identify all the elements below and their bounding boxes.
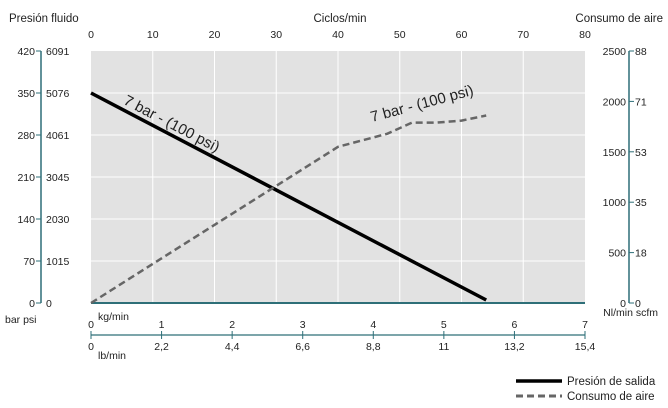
tick-label-nl: 0 bbox=[620, 298, 626, 310]
tick-label-bar: 350 bbox=[17, 88, 35, 100]
tick-label-nl: 500 bbox=[608, 248, 626, 260]
tick-label-kg: 4 bbox=[370, 319, 376, 331]
tick-label-lb: 11 bbox=[438, 341, 449, 353]
tick-label-scfm: 18 bbox=[635, 248, 647, 260]
series-line-consumo bbox=[90, 114, 487, 305]
tick-label-kg: 3 bbox=[300, 319, 306, 331]
tick-label-nl: 1500 bbox=[603, 147, 627, 159]
tick-label-bar: 210 bbox=[17, 172, 35, 184]
tick-label-cycles: 80 bbox=[579, 29, 591, 41]
header-top: Ciclos/min bbox=[313, 13, 366, 25]
legend: Presión de salida Consumo de aire bbox=[516, 376, 656, 403]
unit-kg-min: kg/min bbox=[98, 311, 129, 323]
tick-label-cycles: 40 bbox=[332, 29, 344, 41]
tick-label-scfm: 35 bbox=[635, 197, 647, 209]
legend-label-presion: Presión de salida bbox=[567, 376, 656, 388]
tick-label-psi: 6091 bbox=[46, 46, 70, 58]
tick-label-psi: 4061 bbox=[46, 130, 70, 142]
tick-label-lb: 4,4 bbox=[225, 341, 240, 353]
tick-label-cycles: 60 bbox=[456, 29, 468, 41]
tick-label-kg: 7 bbox=[582, 319, 588, 331]
tick-label-lb: 6,6 bbox=[295, 341, 310, 353]
tick-label-cycles: 0 bbox=[88, 29, 94, 41]
tick-label-cycles: 20 bbox=[209, 29, 221, 41]
tick-label-psi: 3045 bbox=[46, 172, 70, 184]
tick-label-lb: 8,8 bbox=[366, 341, 381, 353]
tick-label-cycles: 30 bbox=[270, 29, 282, 41]
tick-label-bar: 70 bbox=[23, 256, 35, 268]
tick-label-lb: 13,2 bbox=[504, 341, 525, 353]
tick-label-psi: 1015 bbox=[46, 256, 70, 268]
tick-label-nl: 2000 bbox=[603, 96, 627, 108]
tick-label-kg: 5 bbox=[441, 319, 447, 331]
tick-label-nl: 1000 bbox=[603, 197, 627, 209]
tick-label-bar: 140 bbox=[17, 214, 35, 226]
tick-label-scfm: 71 bbox=[635, 96, 647, 108]
legend-label-consumo: Consumo de aire bbox=[567, 391, 655, 403]
tick-label-cycles: 70 bbox=[517, 29, 529, 41]
tick-label-scfm: 0 bbox=[635, 298, 641, 310]
tick-label-kg: 1 bbox=[159, 319, 165, 331]
unit-lb-min: lb/min bbox=[98, 350, 126, 362]
tick-label-kg: 0 bbox=[88, 319, 94, 331]
tick-label-bar: 420 bbox=[17, 46, 35, 58]
header-left: Presión fluido bbox=[9, 13, 79, 25]
tick-label-cycles: 10 bbox=[147, 29, 159, 41]
tick-label-kg: 6 bbox=[512, 319, 518, 331]
unit-nl-scfm: Nl/min scfm bbox=[603, 307, 658, 319]
tick-label-scfm: 88 bbox=[635, 46, 647, 58]
tick-label-lb: 2,2 bbox=[154, 341, 169, 353]
tick-label-bar: 280 bbox=[17, 130, 35, 142]
tick-label-scfm: 53 bbox=[635, 147, 647, 159]
tick-label-kg: 2 bbox=[229, 319, 235, 331]
tick-label-lb: 15,4 bbox=[575, 341, 596, 353]
tick-label-nl: 2500 bbox=[603, 46, 627, 58]
tick-label-psi: 2030 bbox=[46, 214, 70, 226]
header-right: Consumo de aire bbox=[575, 13, 663, 25]
tick-label-lb: 0 bbox=[88, 341, 94, 353]
tick-label-cycles: 50 bbox=[394, 29, 406, 41]
series-line-presion bbox=[90, 91, 488, 302]
tick-label-psi: 0 bbox=[46, 298, 52, 310]
unit-bar-psi: bar psi bbox=[5, 314, 37, 326]
tick-label-psi: 5076 bbox=[46, 88, 70, 100]
tick-label-bar: 0 bbox=[29, 298, 35, 310]
